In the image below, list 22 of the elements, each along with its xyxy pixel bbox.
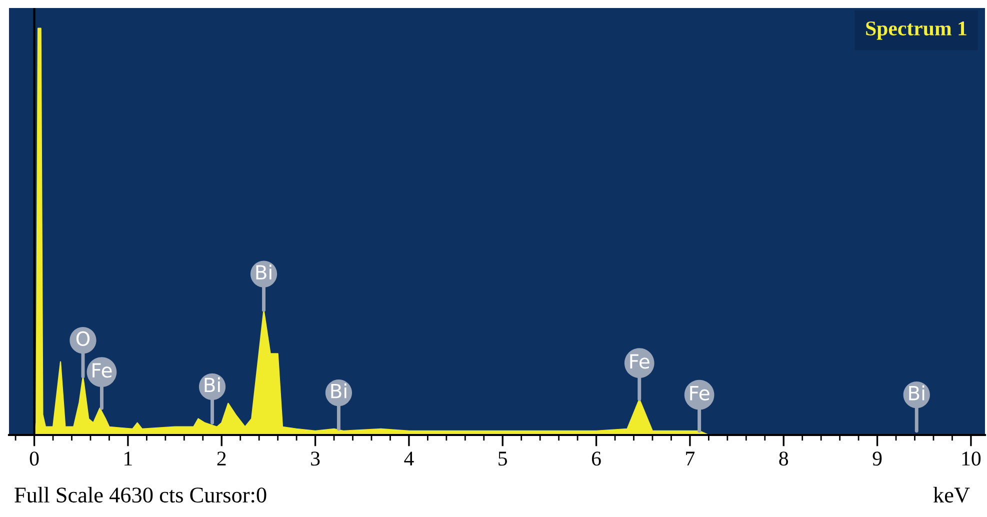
annotation: Bi [331, 383, 346, 398]
x-tick-label: 8 [779, 452, 788, 466]
x-tick-label: 7 [686, 452, 695, 466]
annotation: Bi [204, 377, 220, 392]
x-tick-label: 5 [498, 452, 508, 466]
annotation: Fe [690, 386, 710, 400]
x-tick-label: 9 [872, 452, 882, 466]
annotation: Fe [92, 363, 112, 378]
chart-title: Spectrum 1 [866, 21, 966, 40]
annotation: Bi [256, 264, 272, 280]
x-tick-label: 6 [592, 452, 601, 466]
x-tick-label: 4 [404, 452, 414, 466]
annotation: Fe [630, 354, 650, 369]
x-axis-title: keV [933, 486, 970, 503]
annotation: O [76, 331, 90, 346]
x-tick-label: 2 [217, 452, 226, 466]
x-tick-label: 10 [962, 452, 981, 466]
text: Full Scale 4630 cts Cursor:0 [14, 486, 266, 503]
x-tick-label: 3 [311, 452, 320, 466]
x-tick-label: 1 [124, 452, 132, 466]
x-tick-label: 0 [30, 452, 39, 466]
annotation: Bi [909, 385, 924, 400]
